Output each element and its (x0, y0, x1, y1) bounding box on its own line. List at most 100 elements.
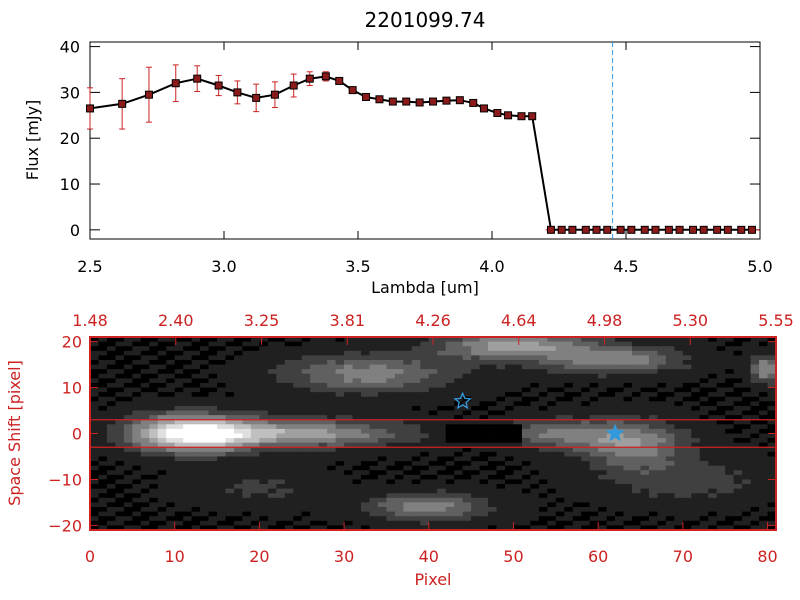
heatmap-cell (564, 424, 574, 430)
heatmap-cell (521, 364, 531, 370)
heatmap-cell (106, 359, 116, 365)
heatmap-cell (742, 346, 751, 352)
heatmap-cell (598, 433, 608, 439)
heatmap-cell (471, 387, 480, 393)
heatmap-cell (200, 382, 209, 388)
heatmap-cell (733, 359, 743, 365)
heatmap-cell (564, 447, 574, 453)
heatmap-cell (665, 493, 675, 499)
heatmap-cell (437, 387, 447, 393)
heatmap-cell (420, 401, 430, 407)
heatmap-cell (200, 419, 209, 425)
heatmap-cell (462, 378, 472, 384)
heatmap-cell (733, 461, 743, 467)
heatmap-cell (140, 355, 150, 361)
heatmap-cell (115, 415, 125, 421)
heatmap-cell (513, 479, 523, 485)
heatmap-cell (217, 359, 226, 365)
heatmap-cell (598, 451, 608, 457)
heatmap-cell (276, 337, 286, 342)
heatmap-cell (98, 451, 108, 457)
data-point (270, 90, 279, 99)
heatmap-cell (708, 488, 718, 494)
heatmap-cell (149, 378, 159, 384)
heatmap-cell (284, 502, 294, 508)
heatmap-cell (716, 355, 726, 361)
heatmap-cell (547, 438, 557, 444)
heatmap-cell (699, 410, 709, 416)
heatmap-cell (191, 433, 201, 439)
heatmap-cell (708, 525, 718, 531)
heatmap-cell (301, 382, 311, 388)
heatmap-cell (462, 511, 472, 517)
heatmap-cell (267, 396, 277, 402)
heatmap-cell (496, 488, 506, 494)
heatmap-cell (691, 355, 701, 361)
heatmap-cell (581, 442, 591, 448)
heatmap-cell (665, 470, 675, 476)
data-point (723, 225, 732, 234)
heatmap-cell (318, 461, 328, 467)
heatmap-cell (759, 447, 768, 453)
heatmap-cell (183, 525, 193, 531)
heatmap-cell (132, 350, 142, 356)
heatmap-cell (369, 346, 379, 352)
heatmap-cell (106, 488, 116, 494)
heatmap-cell (471, 442, 480, 448)
heatmap-cell (716, 525, 726, 531)
heatmap-cell (200, 433, 209, 439)
heatmap-cell (242, 428, 252, 434)
heatmap-cell (157, 456, 167, 462)
heatmap-cell (394, 470, 404, 476)
heatmap-cell (708, 428, 718, 434)
heatmap-cell (174, 337, 184, 342)
heatmap-cell (598, 438, 608, 444)
heatmap-cell (208, 451, 218, 457)
heatmap-cell (140, 447, 150, 453)
heatmap-cell (115, 405, 125, 411)
heatmap-cell (411, 355, 421, 361)
heatmap-cell (513, 337, 523, 342)
heatmap-cell (242, 373, 252, 379)
heatmap-cell (674, 401, 684, 407)
heatmap-cell (716, 497, 726, 503)
heatmap-cell (250, 419, 260, 425)
heatmap-cell (623, 465, 633, 471)
x-tick-label: 70 (673, 547, 693, 566)
heatmap-cell (208, 369, 218, 375)
heatmap-cell (716, 415, 726, 421)
heatmap-cell (648, 525, 658, 531)
heatmap-cell (361, 488, 370, 494)
heatmap-cell (665, 401, 675, 407)
heatmap-cell (428, 511, 438, 517)
heatmap-cell (632, 479, 641, 485)
heatmap-cell (699, 525, 709, 531)
heatmap-cell (242, 474, 252, 480)
heatmap-cell (132, 428, 142, 434)
heatmap-cell (606, 415, 616, 421)
heatmap-cell (733, 364, 743, 370)
heatmap-cell (183, 355, 193, 361)
heatmap-cell (403, 516, 413, 522)
heatmap-cell (538, 451, 548, 457)
heatmap-cell (454, 442, 464, 448)
heatmap-cell (581, 401, 591, 407)
heatmap-cell (369, 364, 379, 370)
heatmap-cell (632, 447, 641, 453)
heatmap-cell (665, 502, 675, 508)
heatmap-cell (615, 442, 624, 448)
heatmap-cell (98, 378, 108, 384)
heatmap-cell (394, 387, 404, 393)
heatmap-cell (115, 465, 125, 471)
heatmap-cell (200, 337, 209, 342)
heatmap-cell (750, 378, 760, 384)
heatmap-cell (759, 428, 768, 434)
heatmap-cell (140, 415, 150, 421)
heatmap-cell (716, 405, 726, 411)
heatmap-cell (166, 401, 176, 407)
heatmap-cell (674, 405, 684, 411)
heatmap-cell (166, 337, 176, 342)
heatmap-cell (521, 337, 531, 342)
heatmap-cell (657, 438, 667, 444)
heatmap-cell (411, 378, 421, 384)
